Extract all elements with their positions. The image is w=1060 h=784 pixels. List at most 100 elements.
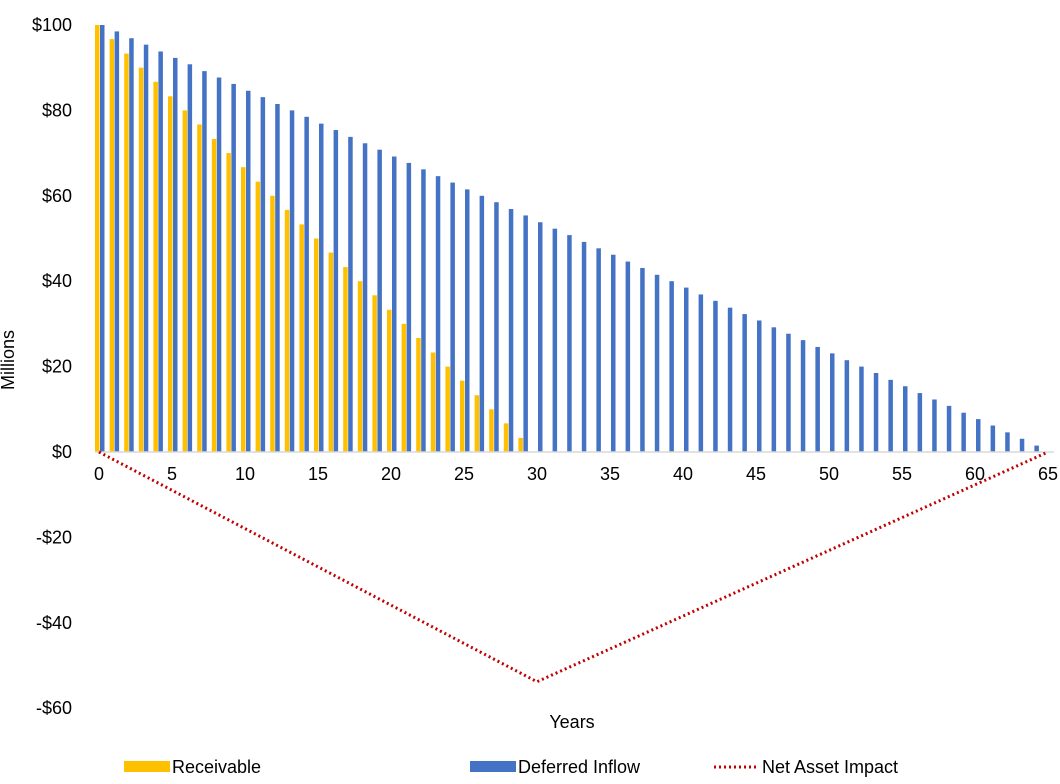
receivable-bar (299, 224, 304, 452)
legend-swatch (470, 761, 516, 772)
deferred-inflow-bar (684, 287, 689, 452)
y-axis-title-text: Millions (0, 330, 18, 390)
deferred-inflow-bar (406, 162, 412, 452)
deferred-inflow-bar (333, 130, 339, 453)
receivable-bar (343, 267, 348, 452)
receivable-bar (168, 96, 173, 453)
deferred-inflow-bar (727, 307, 733, 452)
receivable-bar (430, 352, 436, 452)
legend-label: Deferred Inflow (518, 757, 641, 777)
receivable-bar (153, 81, 158, 452)
deferred-inflow-bar (976, 419, 981, 452)
net-asset-impact-path (98, 450, 1049, 684)
y-tick-label: -$20 (36, 527, 72, 547)
y-axis-title: Millions (0, 330, 18, 390)
deferred-inflow-bar (932, 399, 937, 452)
receivable-bar (284, 209, 290, 452)
y-tick-label: -$60 (36, 698, 72, 718)
receivable-bar (314, 238, 319, 452)
deferred-inflow-bar (231, 83, 236, 453)
deferred-inflow-bar (494, 202, 499, 452)
deferred-inflow-bar (392, 156, 397, 453)
y-tick-label: $100 (32, 15, 72, 35)
receivable-bar (182, 110, 188, 453)
deferred-inflow-bar (859, 366, 864, 452)
x-tick-label: 10 (235, 464, 255, 484)
receivable-bar (270, 195, 275, 453)
y-tick-label: -$40 (36, 613, 72, 633)
deferred-inflow-bar (757, 320, 762, 452)
receivable-bar (95, 25, 100, 452)
receivable-bar (518, 437, 523, 452)
legend: Receivable Deferred Inflow Net Asset Impac… (124, 757, 898, 777)
deferred-inflow-bar (1005, 432, 1010, 452)
receivable-bars (95, 25, 523, 453)
deferred-inflow-bar (450, 182, 455, 453)
y-tick-label: $60 (42, 186, 72, 206)
deferred-inflow-bar (1034, 445, 1039, 452)
deferred-inflow-bar (362, 143, 368, 453)
receivable-bar (241, 167, 246, 453)
y-tick-label: $80 (42, 100, 72, 120)
receivable-bar (387, 309, 392, 452)
deferred-inflow-bar (625, 261, 631, 452)
receivable-bar (460, 380, 465, 452)
deferred-inflow-bar (786, 333, 791, 452)
deferred-inflow-bar (523, 215, 528, 452)
deferred-inflow-bar (479, 195, 485, 453)
receivable-bar (416, 337, 421, 452)
receivable-bar (255, 181, 261, 453)
y-tick-label: $20 (42, 357, 72, 377)
deferred-inflow-bar (654, 274, 660, 452)
deferred-inflow-bar (465, 189, 470, 452)
deferred-inflow-bar (552, 228, 558, 452)
x-tick-label: 55 (892, 464, 912, 484)
x-tick-label: 25 (454, 464, 474, 484)
deferred-inflow-bar (903, 386, 908, 452)
receivable-bar (138, 67, 144, 452)
net-asset-impact-line (98, 450, 1049, 684)
deferred-inflow-bar (830, 353, 835, 452)
deferred-inflow-bar (143, 44, 149, 452)
receivable-bar (372, 295, 377, 452)
receivable-bar (401, 323, 407, 452)
receivable-bar (226, 153, 231, 452)
x-tick-labels: 0 5 10 15 20 25 30 35 40 45 50 55 60 65 (94, 464, 1058, 484)
x-tick-label: 30 (527, 464, 547, 484)
y-tick-labels: -$60 -$40 -$20 $0 $20 $40 $60 $80 $100 (32, 15, 72, 718)
legend-swatch (124, 761, 170, 772)
receivable-bar (197, 124, 202, 452)
deferred-inflow-bar (538, 222, 543, 452)
x-axis-title: Years (549, 712, 594, 732)
deferred-inflow-bar (114, 31, 120, 453)
deferred-inflow-bar (377, 149, 382, 452)
deferred-inflow-bar (946, 405, 952, 452)
deferred-inflow-bar (202, 71, 207, 452)
deferred-inflow-bar (304, 116, 309, 453)
deferred-inflow-bar (129, 38, 134, 452)
deferred-inflow-bar (917, 393, 923, 452)
deferred-inflow-bar (246, 90, 251, 453)
deferred-inflow-bar (275, 103, 280, 453)
deferred-inflow-bar (289, 110, 295, 453)
receivable-bar (503, 423, 509, 452)
deferred-inflow-bar (844, 360, 850, 452)
deferred-inflow-bar (421, 169, 426, 453)
receivable-bar (489, 409, 494, 452)
x-tick-label: 35 (600, 464, 620, 484)
deferred-inflow-bar (873, 373, 879, 452)
receivable-bar (474, 395, 480, 452)
x-tick-label: 15 (308, 464, 328, 484)
deferred-inflow-bar (961, 412, 966, 452)
legend-label: Net Asset Impact (762, 757, 898, 777)
legend-label: Receivable (172, 757, 261, 777)
deferred-inflow-bar (640, 267, 645, 452)
deferred-inflow-bar (216, 77, 222, 453)
x-tick-label: 60 (965, 464, 985, 484)
deferred-inflow-bar (173, 57, 178, 453)
deferred-inflow-bar (698, 294, 704, 452)
receivable-bar (109, 39, 115, 452)
deferred-inflow-bar (100, 25, 105, 452)
x-tick-label: 0 (94, 464, 104, 484)
